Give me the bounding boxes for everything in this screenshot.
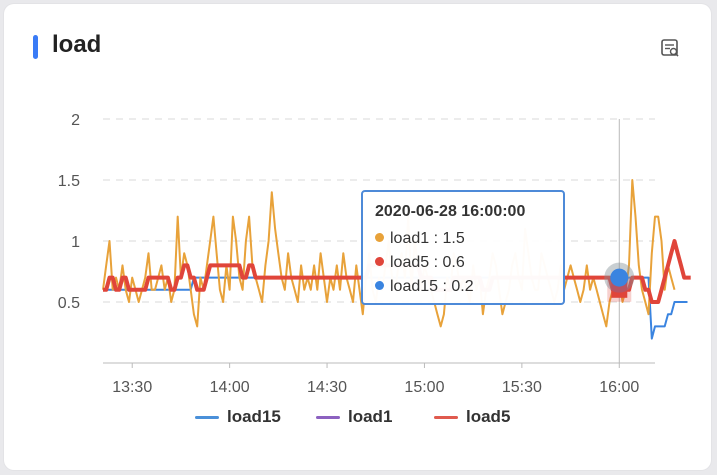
- x-tick-label: 15:00: [404, 379, 444, 396]
- tooltip-title: 2020-06-28 16:00:00: [375, 203, 526, 220]
- y-tick-label: 2: [71, 112, 80, 129]
- tooltip-dot-load5: [375, 257, 384, 267]
- x-tick-label: 14:30: [307, 379, 347, 396]
- tooltip-series-name: load5: [390, 254, 430, 271]
- tooltip-dot-load15: [375, 281, 384, 291]
- hover-marker-load5: [611, 281, 628, 298]
- tooltip-row-load1: load1 : 1.5: [375, 227, 551, 251]
- legend-label-load5: load5: [466, 407, 511, 426]
- x-tick-label: 13:30: [112, 379, 152, 396]
- legend-label-load1: load1: [348, 407, 393, 426]
- hover-marker-load15: [610, 268, 629, 287]
- chart-tooltip: 2020-06-28 16:00:00 load1 : 1.5 load5 : …: [361, 190, 565, 305]
- x-tick-label: 16:00: [599, 379, 639, 396]
- tooltip-series-value: 0.6: [442, 254, 465, 271]
- x-tick-label: 14:00: [210, 379, 250, 396]
- title-accent-bar: [33, 35, 38, 59]
- tooltip-series-name: load15: [390, 278, 439, 295]
- legend-label-load15: load15: [227, 407, 281, 426]
- export-icon-graphic: [661, 39, 679, 57]
- panel-title: load: [52, 31, 102, 58]
- y-tick-label: 1.5: [58, 173, 80, 190]
- legend-swatch-load1: [316, 416, 340, 419]
- x-tick-label: 15:30: [502, 379, 542, 396]
- legend-swatch-load15: [195, 416, 219, 419]
- chart-legend: load15 load1 load5: [0, 404, 717, 430]
- export-icon[interactable]: [659, 37, 681, 59]
- tooltip-row-load5: load5 : 0.6: [375, 251, 551, 275]
- y-tick-label: 1: [71, 234, 80, 251]
- tooltip-series-value: 0.2: [451, 278, 474, 295]
- load-panel: [4, 4, 711, 470]
- tooltip-row-load15: load15 : 0.2: [375, 275, 551, 299]
- tooltip-series-value: 1.5: [442, 230, 465, 247]
- y-tick-label: 0.5: [58, 295, 80, 312]
- tooltip-dot-load1: [375, 233, 384, 243]
- legend-swatch-load5: [434, 416, 458, 419]
- tooltip-series-name: load1: [390, 230, 430, 247]
